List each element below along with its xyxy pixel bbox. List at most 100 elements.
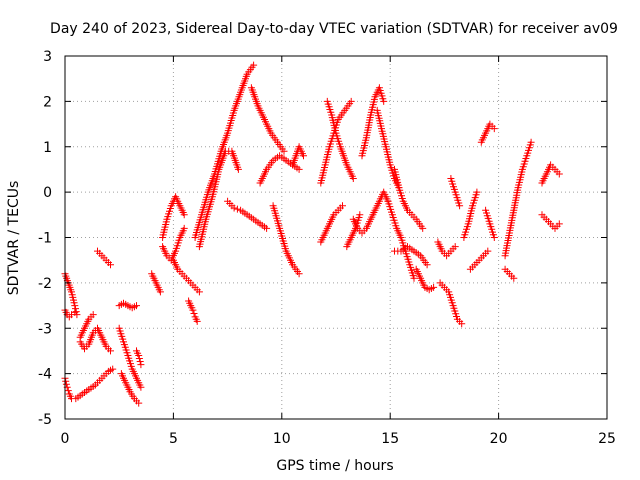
data-series-trace-41 <box>501 138 535 260</box>
data-point-markers <box>61 270 81 319</box>
data-point-markers <box>538 211 563 232</box>
data-series-trace-35 <box>436 279 466 328</box>
data-point-markers <box>159 193 188 241</box>
data-series-trace-25 <box>323 97 357 182</box>
data-series-trace-37 <box>460 188 481 241</box>
data-point-markers <box>391 165 427 232</box>
data-point-markers <box>115 299 140 312</box>
data-series-trace-07 <box>115 299 140 312</box>
data-point-markers <box>115 324 145 391</box>
data-series-trace-10 <box>133 347 145 369</box>
y-tick-label: -5 <box>38 412 52 428</box>
data-point-markers <box>191 61 258 241</box>
data-point-markers <box>358 84 388 160</box>
data-series-trace-21 <box>269 202 303 278</box>
data-series-trace-19 <box>247 84 288 155</box>
data-series-trace-24 <box>317 97 355 187</box>
data-point-markers <box>538 161 563 187</box>
data-point-markers <box>148 270 164 296</box>
data-point-markers <box>269 202 303 278</box>
data-point-markers <box>412 265 438 294</box>
data-series-trace-17 <box>195 147 242 251</box>
data-series-trace-15 <box>185 297 201 325</box>
data-series-trace-04 <box>76 311 97 341</box>
axis-ticks: 0 5 10 15 20 25 -5 -4 -3 -2 -1 0 1 2 3 <box>38 49 616 447</box>
data-series-trace-31 <box>391 165 427 232</box>
data-point-markers <box>482 206 498 241</box>
data-series-trace-09 <box>117 370 143 407</box>
data-series-trace-29 <box>373 106 403 192</box>
data-point-markers <box>501 265 518 282</box>
data-series-trace-01 <box>61 270 81 319</box>
data-series-trace-32 <box>391 243 431 269</box>
data-series-trace-36 <box>447 175 464 210</box>
data-series-trace-03 <box>61 365 117 403</box>
data-series-trace-39 <box>477 120 498 146</box>
data-series-trace-38 <box>466 247 492 273</box>
x-axis-label: GPS time / hours <box>276 458 393 474</box>
data-series-trace-06 <box>94 247 114 269</box>
y-tick-label: -2 <box>38 276 52 292</box>
data-point-markers <box>323 97 357 182</box>
data-point-markers <box>247 84 288 155</box>
data-point-markers <box>117 370 143 407</box>
data-point-markers <box>169 256 203 296</box>
data-point-markers <box>384 197 418 282</box>
x-tick-label: 25 <box>598 431 616 447</box>
x-tick-label: 5 <box>169 431 178 447</box>
data-point-markers <box>317 202 346 246</box>
data-series-trace-18 <box>224 197 271 232</box>
data-point-markers <box>349 188 392 237</box>
data-point-markers <box>289 143 307 169</box>
data-series-trace-16 <box>191 61 258 241</box>
grid <box>65 56 607 419</box>
data-point-markers <box>133 347 145 369</box>
data-point-markers <box>436 279 466 328</box>
data-series-trace-05 <box>76 324 114 355</box>
data-series-trace-30 <box>384 197 418 282</box>
data-series-trace-08 <box>115 324 145 391</box>
data-point-markers <box>501 138 535 260</box>
data-point-markers <box>256 152 303 187</box>
data-series-trace-42 <box>501 265 518 282</box>
data-series-trace-28 <box>358 84 388 160</box>
data-series-trace-12 <box>159 193 188 241</box>
y-tick-label: -4 <box>38 367 52 383</box>
y-tick-label: 2 <box>43 94 52 110</box>
data-series-trace-40 <box>482 206 498 241</box>
data-point-markers <box>185 297 201 325</box>
data-point-markers <box>460 188 481 241</box>
data-series-trace-14 <box>169 256 203 296</box>
data-series-trace-27 <box>349 188 392 237</box>
data-series-trace-44 <box>538 211 563 232</box>
data-point-markers <box>61 365 117 403</box>
data-point-markers <box>434 238 459 260</box>
x-tick-label: 15 <box>381 431 399 447</box>
x-tick-label: 20 <box>490 431 508 447</box>
x-tick-label: 10 <box>273 431 291 447</box>
chart-title: Day 240 of 2023, Sidereal Day-to-day VTE… <box>50 21 618 37</box>
y-tick-label: -1 <box>38 231 52 247</box>
data-point-markers <box>391 243 431 269</box>
data-points <box>61 61 563 407</box>
data-series-trace-20 <box>256 152 303 187</box>
data-series-trace-23 <box>317 202 346 246</box>
data-series-trace-34 <box>434 238 459 260</box>
x-tick-label: 0 <box>61 431 70 447</box>
data-point-markers <box>195 147 242 251</box>
data-series-trace-22 <box>289 143 307 169</box>
data-point-markers <box>94 247 114 269</box>
data-point-markers <box>224 197 271 232</box>
y-tick-label: 3 <box>43 49 52 65</box>
data-point-markers <box>373 106 403 192</box>
y-tick-label: 0 <box>43 185 52 201</box>
data-point-markers <box>477 120 498 146</box>
y-tick-label: 1 <box>43 140 52 156</box>
data-point-markers <box>76 324 114 355</box>
data-point-markers <box>447 175 464 210</box>
data-series-trace-11 <box>148 270 164 296</box>
data-series-trace-33 <box>412 265 438 294</box>
data-point-markers <box>317 97 355 187</box>
data-point-markers <box>76 311 97 341</box>
